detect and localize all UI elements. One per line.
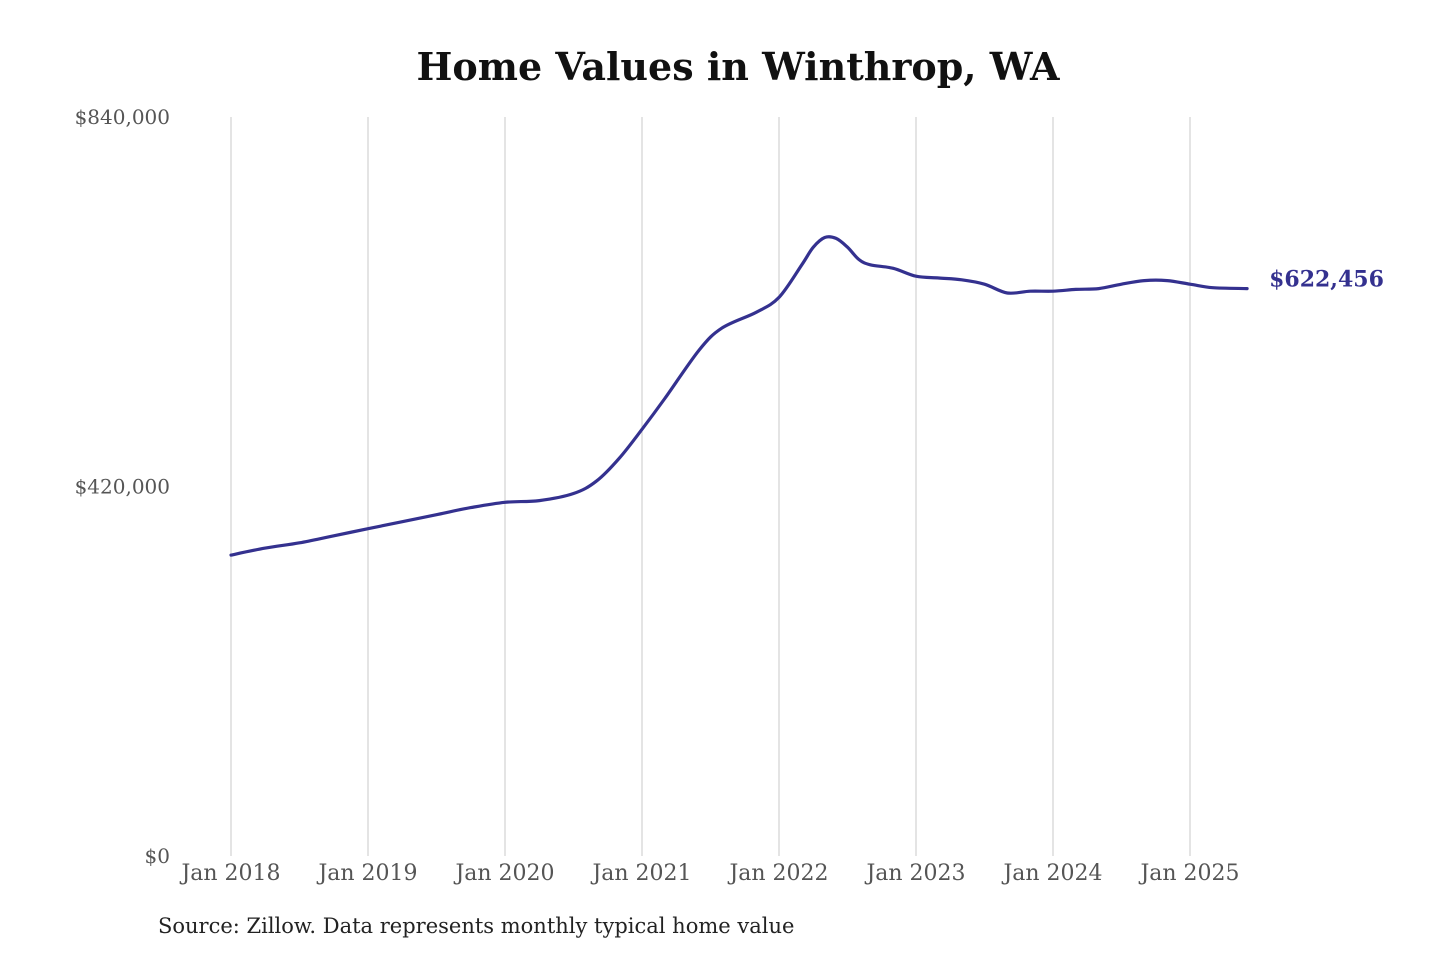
y-tick-label: $0 [145, 844, 170, 868]
y-tick-label: $840,000 [75, 105, 170, 129]
x-tick-label: Jan 2022 [727, 861, 828, 886]
x-tick-label: Jan 2024 [1001, 861, 1102, 886]
x-axis-ticks: Jan 2018 Jan 2019 Jan 2020 Jan 2021 Jan 2022… [179, 861, 1239, 886]
y-tick-label: $420,000 [75, 475, 170, 499]
series-layer: $622,456 [229, 235, 1384, 557]
x-tick-label: Jan 2021 [590, 861, 691, 886]
series-line [229, 235, 1249, 557]
x-tick-label: Jan 2020 [453, 861, 554, 886]
end-value-label: $622,456 [1269, 267, 1384, 293]
gridlines [230, 117, 1191, 856]
chart-title: Home Values in Winthrop, WA [416, 44, 1060, 89]
x-tick-label: Jan 2019 [316, 861, 417, 886]
y-axis-ticks: $0 $420,000 $840,000 [75, 105, 170, 868]
x-tick-label: Jan 2018 [179, 861, 280, 886]
x-tick-label: Jan 2023 [864, 861, 965, 886]
x-tick-label: Jan 2025 [1138, 861, 1239, 886]
source-note: Source: Zillow. Data represents monthly … [158, 914, 795, 938]
